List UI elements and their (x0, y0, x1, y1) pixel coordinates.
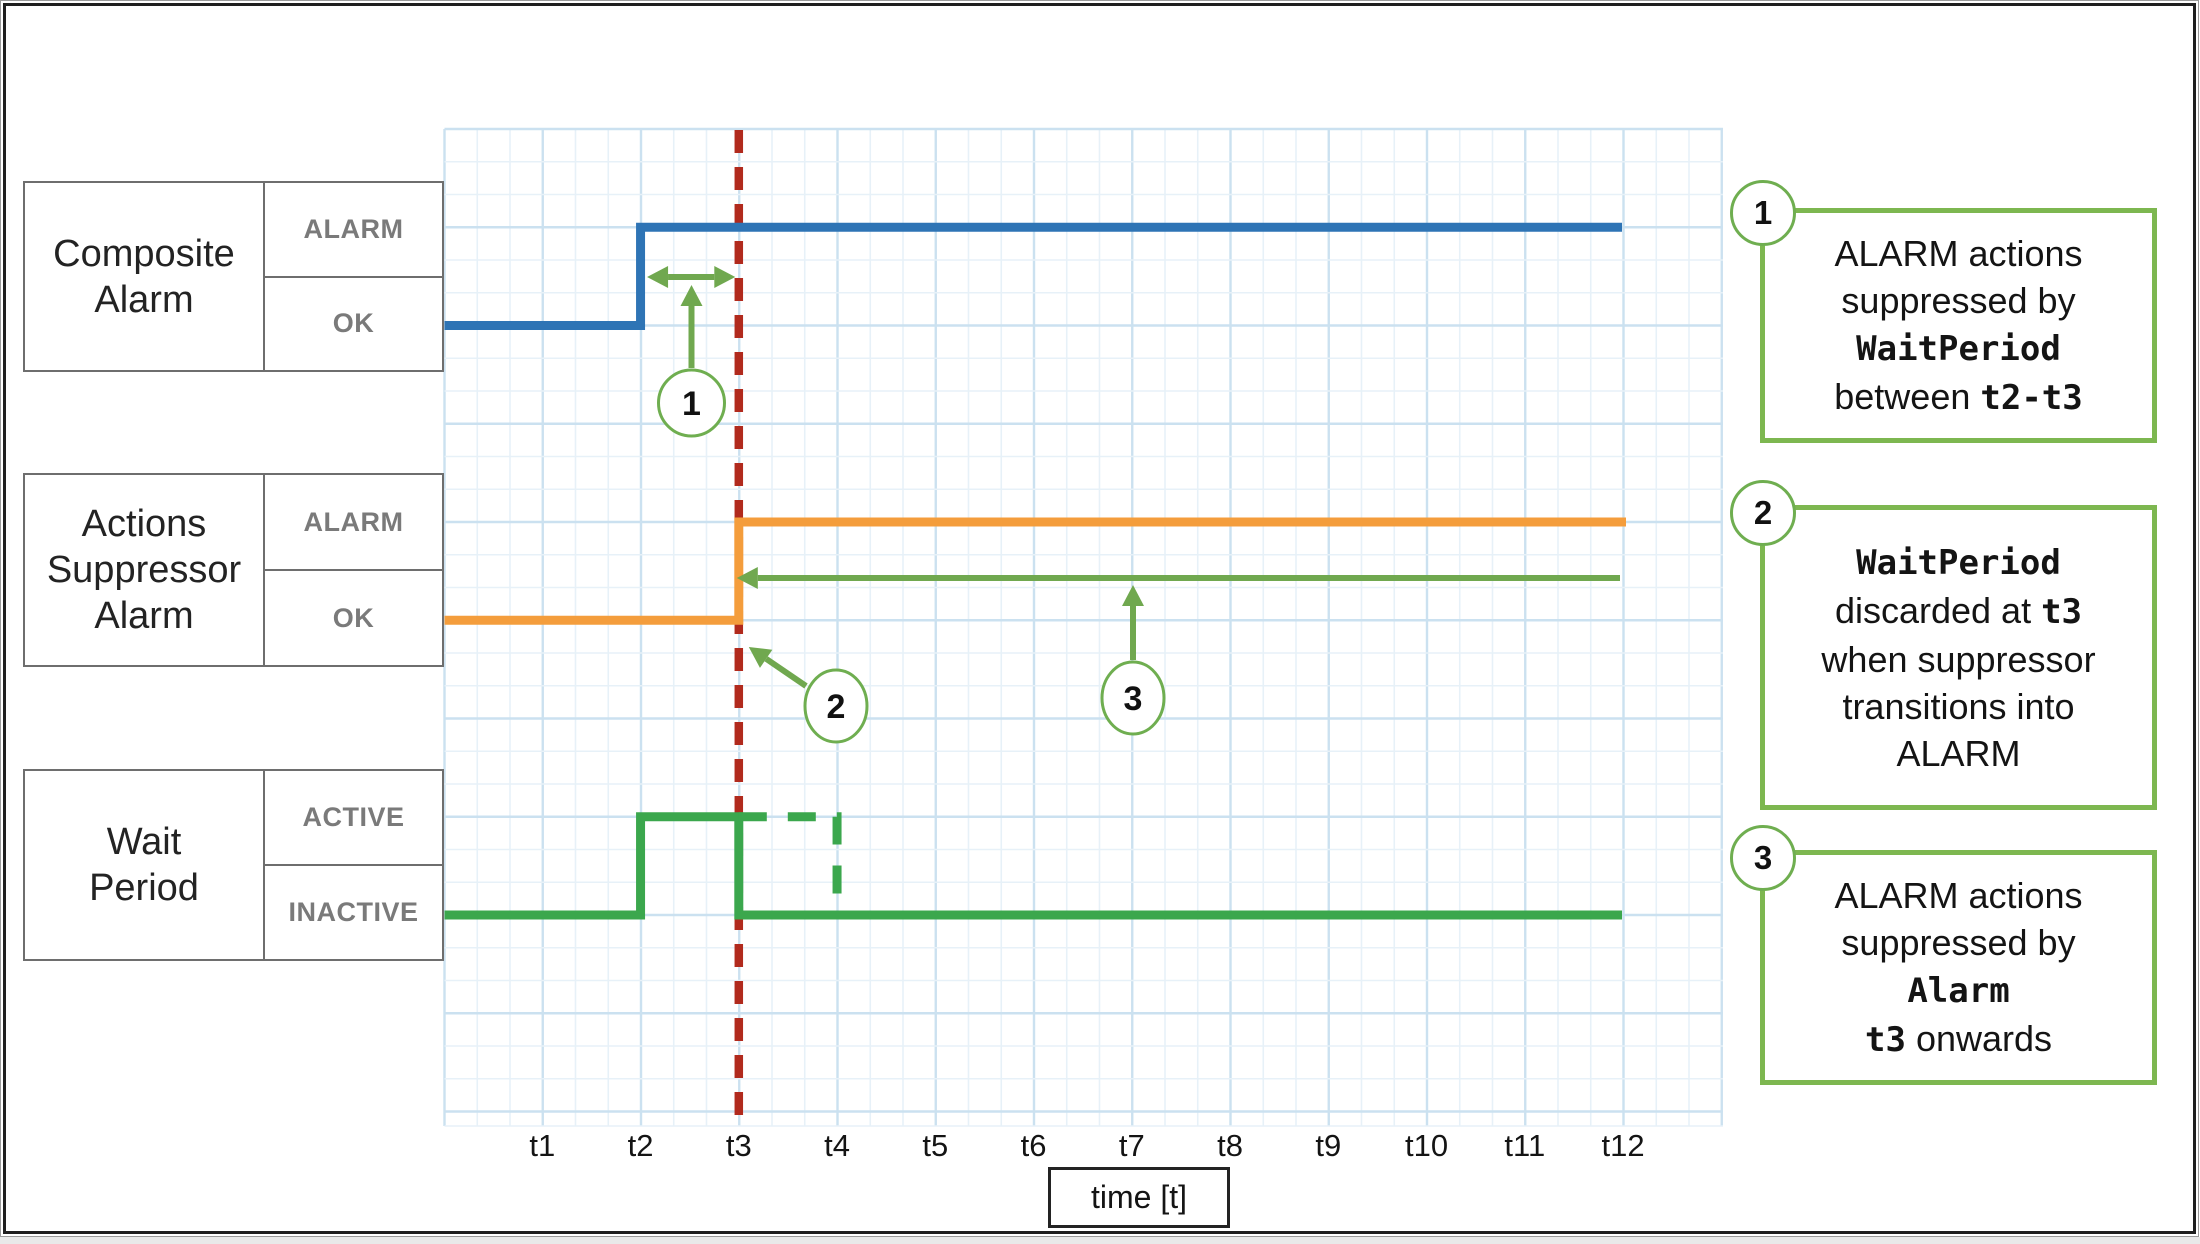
callout-text-line: suppressed by (1765, 277, 2152, 324)
text-segment: ALARM (1896, 733, 2021, 774)
callout-number-badge-3: 3 (1730, 825, 1796, 891)
state-label-alarm: ALARM (265, 475, 442, 571)
text-segment: transitions into (1842, 686, 2075, 727)
callout-text-line: transitions into (1765, 683, 2152, 730)
annotation-3-pointer-arrow-head (1122, 585, 1144, 606)
callout-box-2: WaitPeriod discarded at t3 when suppressor… (1760, 505, 2157, 810)
text-segment: discarded at (1834, 590, 2042, 631)
code-term: t2-t3 (1980, 377, 2083, 418)
annotation-circle-2 (803, 668, 869, 744)
row-label-actions-suppressor-alarm: Actions Suppressor Alarm ALARM OK (23, 473, 444, 667)
row-title: Wait Period (25, 771, 265, 959)
x-axis-label-box: time [t] (1048, 1167, 1230, 1228)
text-segment: between (1834, 375, 1981, 417)
suppression-span-arrow-head (736, 567, 758, 589)
x-tick-label: t4 (824, 1128, 850, 1163)
annotation-number-1: 1 (682, 385, 701, 423)
annotation-number-3: 3 (1124, 680, 1143, 718)
code-term: t3 (1864, 1019, 1906, 1060)
waitperiod-range-arrow-left-head (647, 266, 669, 288)
callout-text-line: Alarm (1765, 966, 2152, 1015)
state-label-ok: OK (332, 602, 375, 633)
row-title: Actions Suppressor Alarm (25, 475, 265, 665)
callout-text-line: between t2-t3 (1765, 373, 2152, 422)
x-tick-label: t5 (922, 1128, 949, 1163)
callout-text-line: t3 onwards (1765, 1015, 2152, 1064)
x-tick-label: t11 (1504, 1128, 1546, 1163)
state-label-inactive: INACTIVE (288, 897, 419, 927)
annotation-circle-3 (1100, 660, 1166, 736)
wait-period-discarded-dashed (738, 812, 842, 911)
code-term: t3 (2041, 592, 2083, 632)
callout-text-line: suppressed by (1765, 919, 2152, 966)
callout-box-1: ALARM actions suppressed by WaitPeriod betw… (1760, 208, 2157, 443)
x-tick-label: t10 (1404, 1128, 1449, 1163)
text-segment: suppressed by (1841, 921, 2076, 963)
callout-text: ALARM actions suppressed by Alarm t3 onward… (1765, 872, 2152, 1064)
row-title: Composite Alarm (25, 183, 265, 370)
x-tick-label: t12 (1601, 1128, 1645, 1163)
x-axis-label: time [t] (1090, 1179, 1187, 1215)
series-lines (444, 222, 1626, 920)
row-states: ACTIVE INACTIVE (265, 771, 442, 959)
annotation-2-pointer-arrow-head (748, 647, 773, 668)
text-segment: when suppressor (1821, 639, 2096, 680)
annotation-2-pointer-arrow-shaft (764, 656, 808, 689)
code-term: Alarm (1907, 970, 2010, 1011)
annotation-circle-1 (657, 368, 726, 438)
row-states: ALARM OK (265, 475, 442, 665)
state-label-active: ACTIVE (265, 771, 442, 866)
callout-text-line: ALARM (1765, 730, 2152, 777)
x-tick-label: t6 (1020, 1128, 1047, 1163)
callout-box-3: ALARM actions suppressed by Alarm t3 onward… (1760, 850, 2157, 1085)
x-tick-label: t8 (1217, 1128, 1243, 1163)
x-tick-label: t9 (1315, 1128, 1342, 1163)
annotation-1-pointer-arrow-head (680, 285, 703, 306)
callout-text-line: WaitPeriod (1765, 324, 2152, 373)
code-term: WaitPeriod (1856, 543, 2061, 583)
row-label-composite-alarm: Composite Alarm ALARM OK (23, 181, 444, 372)
series-composite-alarm (444, 222, 1622, 330)
text-segment: ALARM actions (1834, 232, 2083, 274)
window-edge-strip (0, 1237, 2200, 1244)
row-states: ALARM OK (265, 183, 442, 370)
x-tick-label: t7 (1118, 1128, 1145, 1163)
text-segment: suppressed by (1841, 279, 2076, 321)
callout-number-badge-2: 2 (1730, 480, 1796, 546)
code-term: WaitPeriod (1856, 328, 2061, 369)
outer-frame (3, 3, 2196, 1234)
callout-number-badge-1: 1 (1730, 180, 1796, 246)
x-tick-label: t3 (725, 1128, 752, 1163)
callout-text-line: ALARM actions (1765, 230, 2152, 277)
x-tick-label: t2 (627, 1128, 654, 1163)
annotation-arrows: 1 2 3 (647, 266, 1620, 744)
x-tick-label: t1 (529, 1128, 556, 1163)
waitperiod-range-arrow-right-head (714, 266, 736, 288)
state-label-alarm: ALARM (265, 183, 442, 278)
series-wait-period (444, 812, 1622, 920)
state-label-ok: OK (332, 308, 375, 339)
series-actions-suppressor-alarm (444, 517, 1626, 625)
text-segment: ALARM actions (1834, 874, 2083, 916)
callout-text: WaitPeriod discarded at t3 when suppressor… (1765, 538, 2152, 777)
annotation-number-2: 2 (827, 688, 846, 726)
text-segment: onwards (1905, 1017, 2053, 1059)
callout-text-line: when suppressor (1765, 636, 2152, 683)
callout-text: ALARM actions suppressed by WaitPeriod betw… (1765, 230, 2152, 422)
callout-text-line: discarded at t3 (1765, 587, 2152, 636)
callout-text-line: ALARM actions (1765, 872, 2152, 919)
callout-text-line: WaitPeriod (1765, 538, 2152, 587)
row-label-wait-period: Wait Period ACTIVE INACTIVE (23, 769, 444, 961)
